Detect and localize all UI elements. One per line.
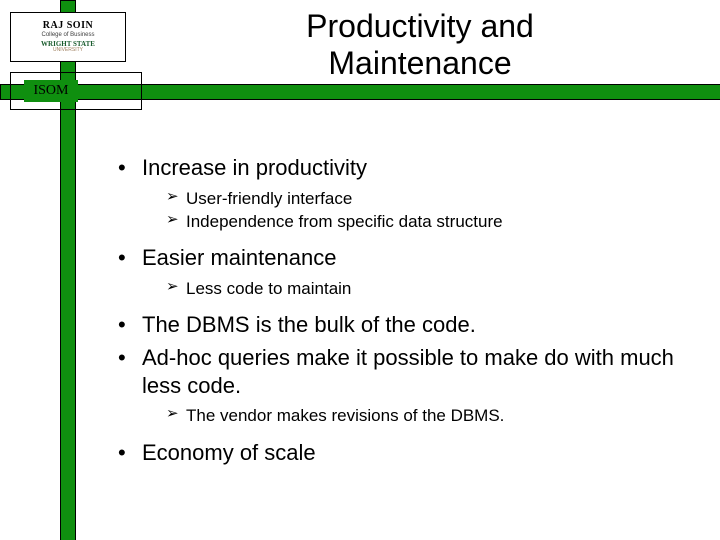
slide-title: Productivity and Maintenance <box>180 8 660 82</box>
bullet-l2: Independence from specific data structur… <box>166 211 688 232</box>
logo-box: RAJ SOIN College of Business WRIGHT STAT… <box>10 12 126 62</box>
bullet-l2: Less code to maintain <box>166 278 688 299</box>
logo-line-4: UNIVERSITY <box>53 48 83 53</box>
bullet-l2: The vendor makes revisions of the DBMS. <box>166 405 688 426</box>
logo-line-2: College of Business <box>41 32 94 39</box>
bullet-l1: Easier maintenance <box>118 244 688 272</box>
isom-inner-box: ISOM <box>24 80 78 102</box>
isom-label: ISOM <box>33 83 68 99</box>
bullet-l1: The DBMS is the bulk of the code. <box>118 311 688 339</box>
slide: RAJ SOIN College of Business WRIGHT STAT… <box>0 0 720 540</box>
bullet-l1: Ad-hoc queries make it possible to make … <box>118 344 688 399</box>
title-line-2: Maintenance <box>328 45 511 81</box>
bullet-l1: Increase in productivity <box>118 154 688 182</box>
bullet-l2: User-friendly interface <box>166 188 688 209</box>
slide-content: Increase in productivity User-friendly i… <box>118 150 688 472</box>
logo-line-1: RAJ SOIN <box>43 21 93 31</box>
title-line-1: Productivity and <box>306 8 534 44</box>
bullet-l1: Economy of scale <box>118 439 688 467</box>
